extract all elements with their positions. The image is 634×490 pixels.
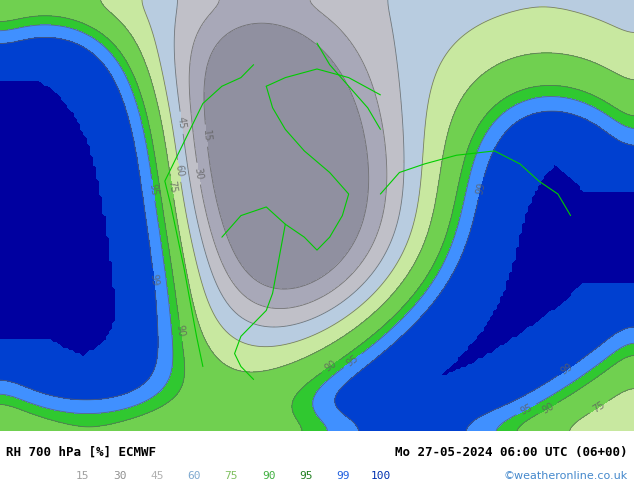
Text: 15: 15 <box>201 129 212 142</box>
Text: 90: 90 <box>540 401 556 416</box>
Text: 99: 99 <box>475 181 488 195</box>
Text: 45: 45 <box>176 116 188 129</box>
Text: 45: 45 <box>150 471 164 481</box>
Text: 95: 95 <box>299 471 313 481</box>
Text: 90: 90 <box>175 324 186 338</box>
Text: 75: 75 <box>591 399 607 415</box>
Text: 30: 30 <box>113 471 126 481</box>
Text: 30: 30 <box>193 167 204 180</box>
Text: 15: 15 <box>75 471 89 481</box>
Text: 99: 99 <box>559 362 575 377</box>
Text: 90: 90 <box>323 359 339 374</box>
Text: RH 700 hPa [%] ECMWF: RH 700 hPa [%] ECMWF <box>6 446 157 459</box>
Text: Mo 27-05-2024 06:00 UTC (06+00): Mo 27-05-2024 06:00 UTC (06+00) <box>395 446 628 459</box>
Text: 60: 60 <box>173 164 185 178</box>
Text: 95: 95 <box>345 353 361 368</box>
Text: 75: 75 <box>166 180 178 194</box>
Text: 95: 95 <box>519 402 534 417</box>
Text: 95: 95 <box>148 183 159 196</box>
Text: 100: 100 <box>370 471 391 481</box>
Text: 99: 99 <box>148 273 159 286</box>
Text: 90: 90 <box>262 471 275 481</box>
Text: 75: 75 <box>224 471 238 481</box>
Text: 99: 99 <box>337 471 350 481</box>
Text: 60: 60 <box>188 471 201 481</box>
Text: ©weatheronline.co.uk: ©weatheronline.co.uk <box>503 471 628 481</box>
